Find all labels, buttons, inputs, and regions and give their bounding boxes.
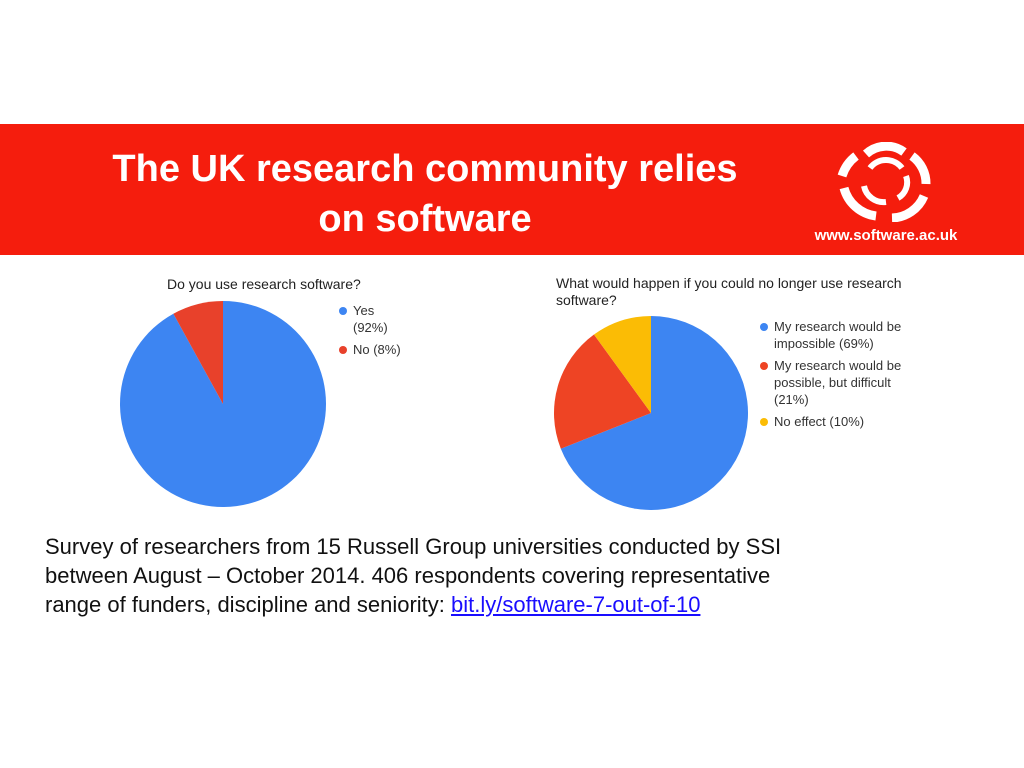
legend-dot-impossible xyxy=(760,323,768,331)
ssi-logo-icon xyxy=(837,142,931,222)
caption-line3: range of funders, discipline and seniori… xyxy=(45,592,452,617)
legend-dot-difficult xyxy=(760,362,768,370)
survey-caption: Survey of researchers from 15 Russell Gr… xyxy=(45,532,985,619)
title-banner: The UK research community relies on soft… xyxy=(0,124,1024,255)
legend-label-difficult-line1: My research would be xyxy=(774,358,902,373)
chart2-slice-2 xyxy=(593,316,651,413)
chart1-pie xyxy=(120,301,326,507)
chart2-slice-1 xyxy=(554,334,651,449)
legend-item-yes: Yes (92%) xyxy=(339,302,439,336)
caption-line1: Survey of researchers from 15 Russell Gr… xyxy=(45,534,782,559)
survey-link[interactable]: bit.ly/software-7-out-of-10 xyxy=(451,592,701,617)
site-url: www.software.ac.uk xyxy=(814,227,958,244)
page-title: The UK research community relies on soft… xyxy=(40,144,810,244)
chart1-title: Do you use research software? xyxy=(167,276,361,292)
legend-label-yes-line2: (92%) xyxy=(353,320,388,335)
legend-dot-yes xyxy=(339,307,347,315)
legend-label-impossible-line2: impossible (69%) xyxy=(774,336,874,351)
chart1-slice-1 xyxy=(173,301,223,404)
legend-label-difficult-line3: (21%) xyxy=(774,392,809,407)
chart1-legend: Yes (92%) No (8%) xyxy=(339,302,439,363)
page-title-line1: The UK research community relies xyxy=(112,148,738,190)
chart2-title-line1: What would happen if you could no longer… xyxy=(556,275,902,291)
chart2-legend: My research would be impossible (69%) My… xyxy=(760,318,935,435)
legend-item-no-effect: No effect (10%) xyxy=(760,413,935,430)
chart2-title: What would happen if you could no longer… xyxy=(556,275,916,309)
chart2-title-line2: software? xyxy=(556,292,617,308)
caption-line2: between August – October 2014. 406 respo… xyxy=(45,563,771,588)
chart2-pie xyxy=(554,316,748,510)
legend-dot-no xyxy=(339,346,347,354)
legend-label-impossible-line1: My research would be xyxy=(774,319,902,334)
legend-label-difficult-line2: possible, but difficult xyxy=(774,375,891,390)
legend-item-no: No (8%) xyxy=(339,341,439,358)
legend-label-no-effect: No effect (10%) xyxy=(774,414,865,429)
legend-dot-no-effect xyxy=(760,418,768,426)
legend-item-difficult: My research would be possible, but diffi… xyxy=(760,357,935,408)
chart1-slice-0 xyxy=(120,301,326,507)
legend-label-no: No (8%) xyxy=(353,342,401,357)
legend-item-impossible: My research would be impossible (69%) xyxy=(760,318,935,352)
page-title-line2: on software xyxy=(318,198,532,240)
chart2-slice-0 xyxy=(560,316,748,510)
legend-label-yes-line1: Yes xyxy=(353,303,375,318)
